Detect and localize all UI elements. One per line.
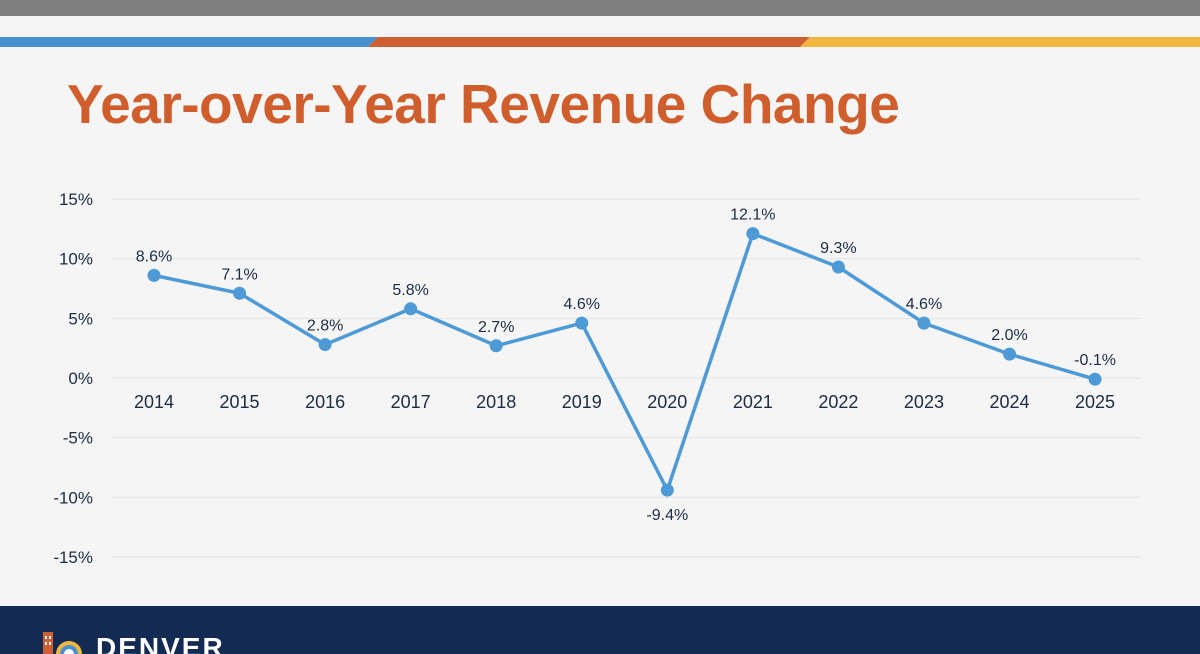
y-tick-label: -5% — [63, 429, 93, 448]
x-tick-label: 2023 — [904, 392, 944, 412]
data-point — [147, 268, 161, 282]
data-label: 4.6% — [906, 296, 942, 313]
x-tick-label: 2019 — [562, 392, 602, 412]
x-tick-label: 2015 — [220, 392, 260, 412]
x-tick-label: 2018 — [476, 392, 516, 412]
data-point — [489, 339, 503, 353]
data-label: -9.4% — [646, 507, 688, 524]
x-tick-label: 2014 — [134, 392, 174, 412]
grid-lines — [112, 198, 1140, 558]
x-tick-label: 2024 — [989, 392, 1029, 412]
x-tick-label: 2017 — [391, 392, 431, 412]
footer: DENVER — [0, 606, 1200, 654]
x-tick-label: 2020 — [647, 392, 687, 412]
data-label: 2.8% — [307, 318, 343, 335]
data-point — [917, 316, 931, 330]
accent-stripe — [0, 37, 1200, 47]
data-label: 8.6% — [136, 248, 172, 265]
data-point — [233, 286, 247, 300]
footer-brand-text: DENVER — [96, 632, 225, 654]
y-tick-label: 10% — [59, 250, 93, 269]
data-label: 9.3% — [820, 240, 856, 257]
x-axis: 2014 2015 2016 2017 2018 2019 2020 2021 2022 2023… — [134, 392, 1115, 412]
top-bar — [0, 0, 1200, 16]
y-tick-label: 5% — [68, 309, 93, 328]
data-point — [575, 316, 589, 330]
denver-logo-icon — [43, 632, 82, 654]
data-point — [404, 302, 418, 316]
y-tick-label: -10% — [53, 488, 93, 507]
series-line — [152, 231, 1097, 492]
slide-title: Year-over-Year Revenue Change — [67, 73, 900, 135]
data-label: 5.8% — [392, 282, 428, 299]
x-tick-label: 2016 — [305, 392, 345, 412]
data-label: 12.1% — [730, 207, 775, 224]
y-axis: 15% 10% 5% 0% -5% -10% -15% — [53, 190, 93, 567]
data-point — [746, 227, 760, 241]
data-labels: 8.6% 7.1% 2.8% 5.8% 2.7% 4.6% -9.4% 12.1% 9.3% 4.… — [136, 207, 1116, 525]
data-point — [1003, 347, 1016, 361]
stripe-yellow — [800, 37, 1200, 47]
data-label: 2.7% — [478, 319, 514, 336]
data-point — [1088, 372, 1102, 386]
series-revenue-change — [147, 227, 1102, 497]
data-point — [318, 338, 332, 352]
y-tick-label: 15% — [59, 190, 93, 209]
x-tick-label: 2025 — [1075, 392, 1115, 412]
data-point — [831, 260, 845, 274]
data-label: 4.6% — [564, 296, 600, 313]
stripe-blue — [0, 37, 378, 47]
data-label: -0.1% — [1074, 352, 1116, 369]
data-label: 7.1% — [221, 266, 257, 283]
x-tick-label: 2022 — [818, 392, 858, 412]
y-tick-label: -15% — [53, 548, 93, 567]
stripe-orange — [368, 37, 810, 47]
line-chart: 15%10%5%0%-5%-10%-15% 2014 2015 2016 2017 20… — [53, 190, 1140, 567]
x-tick-label: 2021 — [733, 392, 773, 412]
y-tick-label: 0% — [68, 369, 93, 388]
data-point — [660, 483, 674, 497]
data-label: 2.0% — [991, 327, 1027, 344]
